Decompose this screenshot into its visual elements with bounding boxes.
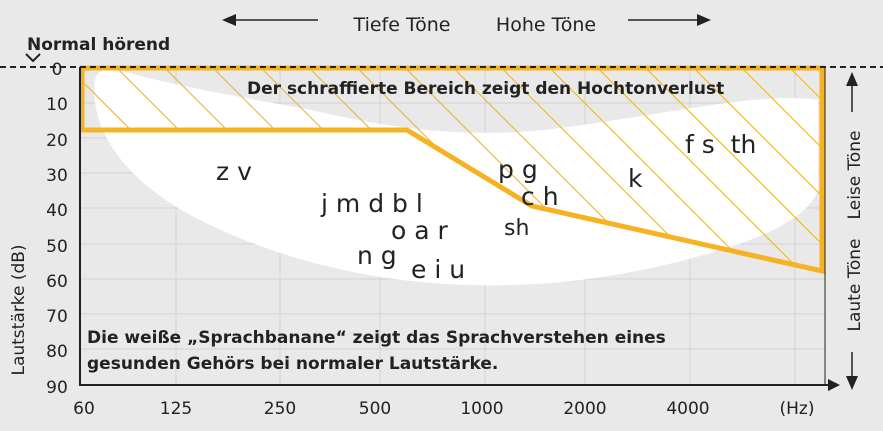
y-tick: 60 [46, 272, 68, 292]
chevron-down-icon [25, 53, 41, 63]
banana-caption-line2: gesunden Gehörs bei normaler Lautstärke. [87, 354, 498, 374]
y-tick: 20 [46, 131, 68, 151]
y-tick: 40 [46, 201, 68, 221]
x-tick: 125 [160, 399, 192, 419]
x-tick: 4000 [666, 399, 709, 419]
x-ticks: 60 125 250 500 1000 2000 4000 (Hz) [73, 399, 814, 419]
arrow-down-icon [846, 376, 858, 390]
arrow-up-icon [846, 72, 858, 86]
x-tick: 500 [359, 399, 391, 419]
y-tick: 50 [46, 237, 68, 257]
phoneme-zv: z v [216, 157, 252, 186]
phoneme-fsth: f s th [685, 130, 756, 159]
phonemes: z v j m d b l o a r n g e i u p g c h sh… [216, 130, 756, 284]
phoneme-jmdbl: j m d b l [320, 189, 423, 218]
normal-hearing-label: Normal hörend [27, 35, 170, 55]
x-axis-arrow [828, 379, 840, 391]
quiet-tones-label: Leise Töne [845, 131, 865, 220]
y-tick: 0 [52, 60, 63, 80]
arrow-right-icon [697, 14, 711, 26]
y-tick: 30 [46, 166, 68, 186]
high-tones-label: Hohe Töne [496, 14, 596, 36]
y-ticks: 0 10 20 30 40 50 60 70 80 90 [46, 60, 68, 398]
phoneme-sh: sh [504, 216, 529, 241]
x-tick: 60 [73, 399, 95, 419]
phoneme-oar: o a r [391, 216, 449, 245]
y-axis-label: Lautstärke (dB) [9, 244, 29, 375]
loud-tones-label: Laute Töne [845, 239, 865, 332]
x-unit: (Hz) [780, 399, 815, 419]
y-tick: 10 [46, 95, 68, 115]
y-tick: 90 [46, 378, 68, 398]
hatched-region [82, 68, 822, 271]
axis-frame [79, 67, 828, 386]
banana-caption-line1: Die weiße „Sprachbanane“ zeigt das Sprac… [87, 328, 666, 348]
y-tick: 70 [46, 307, 68, 327]
x-tick: 2000 [563, 399, 606, 419]
x-tick: 250 [264, 399, 296, 419]
arrow-left-icon [222, 14, 236, 26]
phoneme-ng: n g [357, 241, 397, 270]
hatched-caption: Der schraffierte Bereich zeigt den Hocht… [247, 79, 724, 99]
phoneme-pg: p g [498, 155, 538, 184]
phoneme-eiu: e i u [411, 255, 465, 284]
phoneme-ch: c h [521, 182, 559, 211]
x-tick: 1000 [460, 399, 503, 419]
phoneme-k: k [628, 164, 643, 193]
y-tick: 80 [46, 342, 68, 362]
low-tones-label: Tiefe Töne [353, 14, 451, 36]
